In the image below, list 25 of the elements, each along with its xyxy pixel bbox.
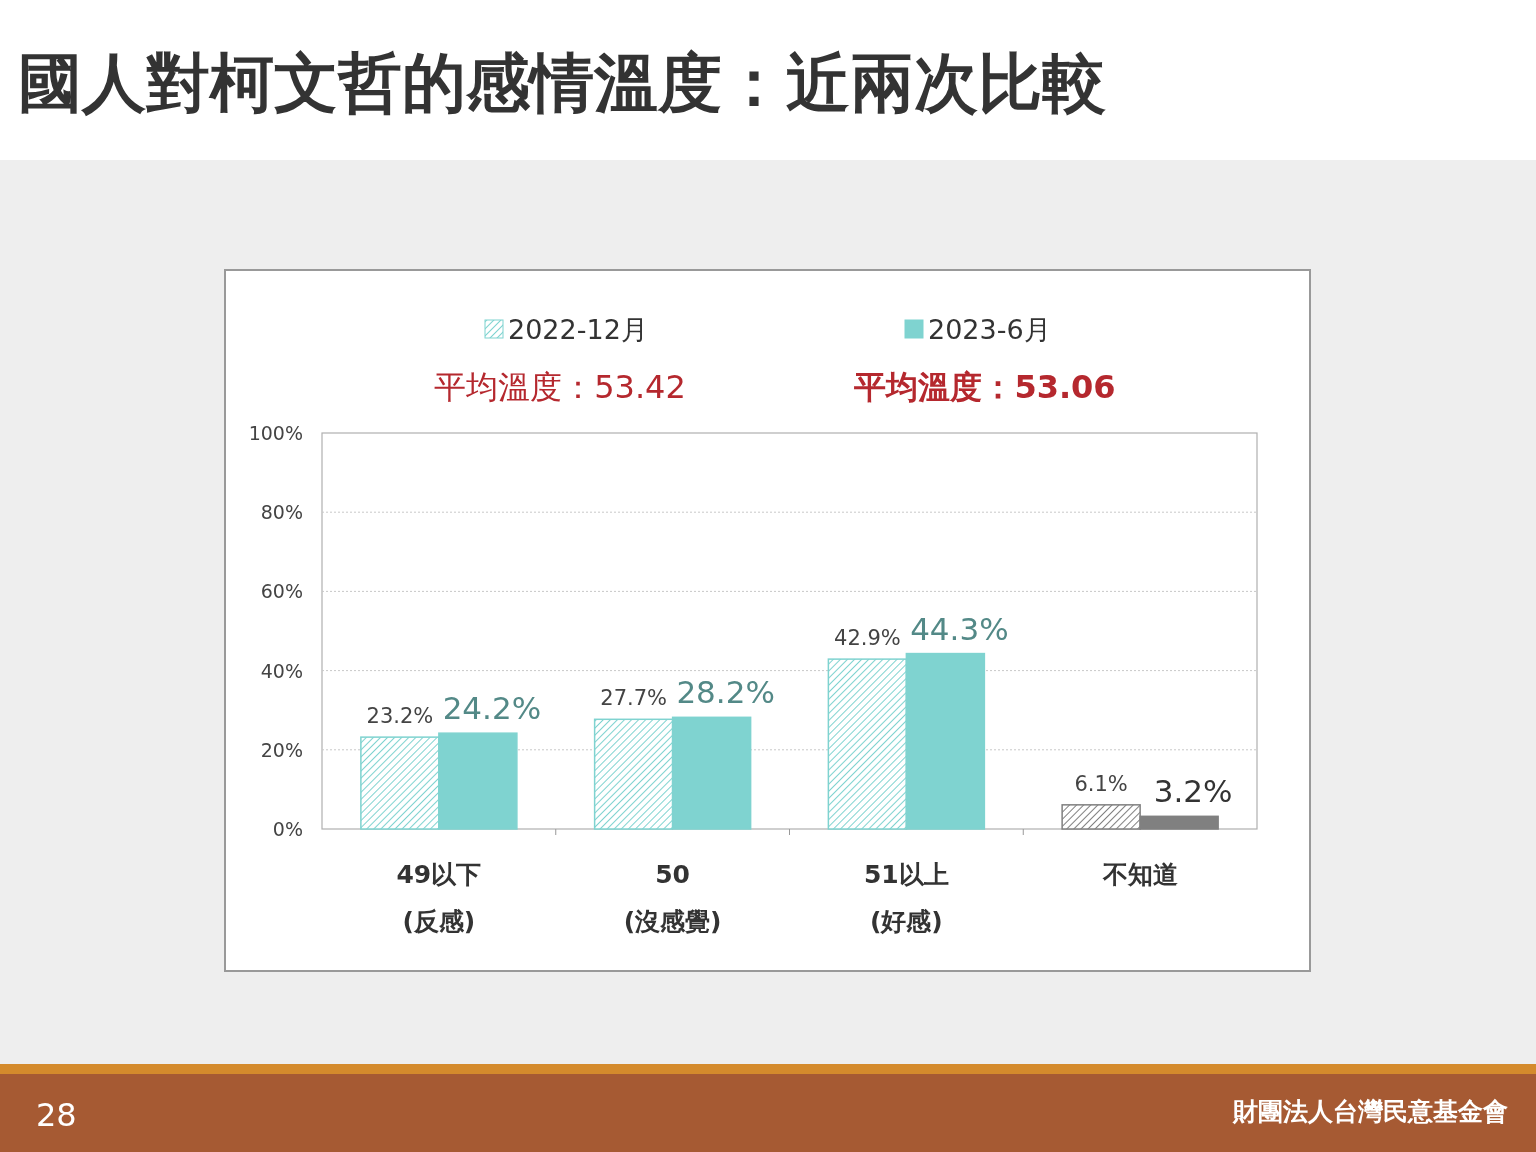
legend-label: 2022-12月	[508, 314, 648, 345]
data-label: 3.2%	[1153, 773, 1233, 810]
y-tick-label: 20%	[260, 738, 303, 761]
x-tick-label: 50 (沒感覺)	[623, 860, 722, 936]
data-label: 44.3%	[910, 610, 1009, 647]
chart-title: 國人對柯文哲的感情溫度：近兩次比較	[18, 46, 1106, 120]
text: 平均溫度：53.06	[853, 368, 1116, 406]
x-tick-label: 51以上 (好感)	[863, 860, 949, 936]
y-tick-label: 100%	[248, 422, 303, 444]
text: 平均溫度：53.42	[434, 368, 686, 406]
legend-label: 2023-6月	[928, 314, 1051, 345]
y-tick-label: 40%	[260, 659, 303, 682]
data-label: 27.7%	[600, 686, 667, 711]
y-tick-label: 80%	[260, 501, 303, 524]
x-tick-label: 不知道	[1101, 860, 1178, 889]
text: 28	[36, 1096, 77, 1134]
data-label: 24.2%	[442, 690, 542, 727]
y-tick-label: 0%	[272, 818, 303, 840]
data-label: 6.1%	[1074, 771, 1128, 796]
data-label: 42.9%	[834, 626, 901, 651]
data-label: 23.2%	[366, 704, 434, 729]
data-label: 28.2%	[676, 674, 775, 711]
x-tick-label: 49以下 (反感)	[396, 860, 482, 936]
y-tick-label: 60%	[260, 580, 303, 603]
text: 財團法人台灣民意基金會	[1232, 1097, 1508, 1126]
